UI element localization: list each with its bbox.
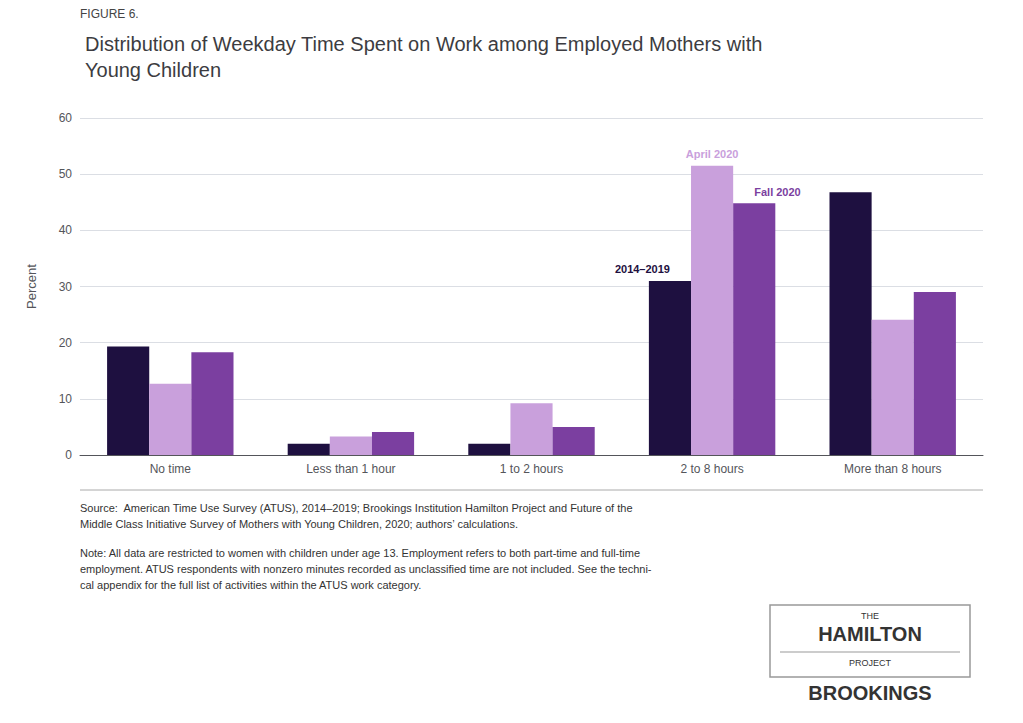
svg-text:30: 30	[59, 280, 73, 294]
svg-text:Fall 2020: Fall 2020	[754, 186, 800, 198]
svg-text:No time: No time	[150, 462, 192, 476]
svg-text:employment. ATUS respondents w: employment. ATUS respondents with nonzer…	[80, 563, 652, 575]
svg-text:April 2020: April 2020	[686, 148, 739, 160]
svg-text:50: 50	[59, 167, 73, 181]
svg-text:FIGURE 6.: FIGURE 6.	[80, 7, 139, 21]
svg-text:2014–2019: 2014–2019	[615, 263, 670, 275]
svg-text:40: 40	[59, 223, 73, 237]
svg-text:Distribution of Weekday Time S: Distribution of Weekday Time Spent on Wo…	[85, 33, 762, 55]
svg-text:Percent: Percent	[24, 264, 39, 309]
svg-text:PROJECT: PROJECT	[849, 658, 892, 668]
svg-text:0: 0	[65, 448, 72, 462]
svg-text:HAMILTON: HAMILTON	[818, 623, 922, 645]
svg-text:1 to 2 hours: 1 to 2 hours	[500, 462, 563, 476]
svg-text:Young Children: Young Children	[85, 59, 221, 81]
svg-text:20: 20	[59, 336, 73, 350]
svg-text:Note: All data are restricted: Note: All data are restricted to women w…	[80, 547, 640, 559]
svg-text:10: 10	[59, 392, 73, 406]
svg-text:Source: American Time Use Sur: Source: American Time Use Survey (ATUS),…	[80, 502, 633, 514]
svg-text:60: 60	[59, 111, 73, 125]
svg-text:Middle Class Initiative Survey: Middle Class Initiative Survey of Mother…	[80, 518, 518, 530]
svg-text:More than 8 hours: More than 8 hours	[844, 462, 941, 476]
svg-text:BROOKINGS: BROOKINGS	[808, 682, 931, 704]
svg-text:cal appendix for the full list: cal appendix for the full list of activi…	[80, 579, 421, 591]
svg-text:THE: THE	[861, 611, 879, 621]
svg-text:2 to 8 hours: 2 to 8 hours	[680, 462, 743, 476]
svg-text:Less than 1 hour: Less than 1 hour	[306, 462, 395, 476]
